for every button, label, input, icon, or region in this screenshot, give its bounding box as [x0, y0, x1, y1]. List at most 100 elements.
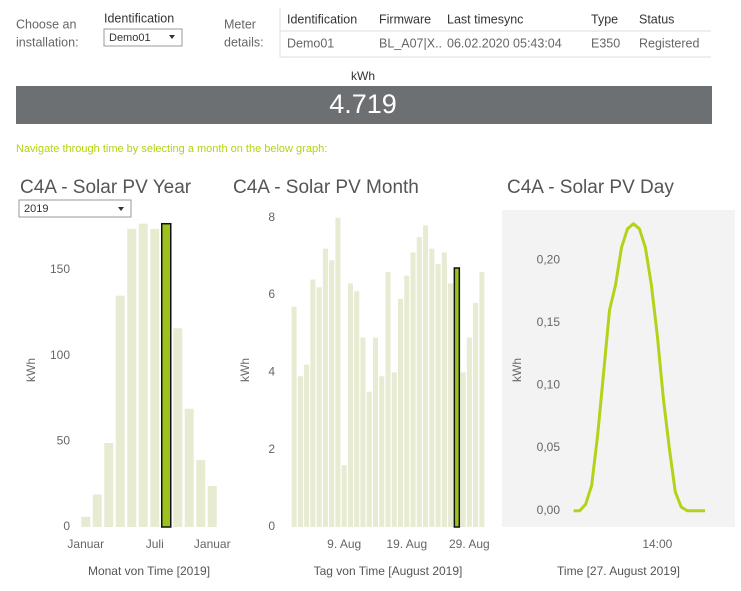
x-tick-label: Juli [146, 537, 164, 551]
bar [466, 337, 472, 527]
x-axis-label: Monat von Time [2019] [88, 564, 210, 578]
bar [341, 465, 347, 527]
bar [304, 364, 310, 527]
bar [379, 376, 385, 527]
bar [329, 260, 335, 527]
bar [391, 372, 397, 527]
bar [410, 252, 416, 527]
dropdown-box[interactable] [103, 28, 183, 47]
dropdown-box[interactable] [18, 199, 132, 218]
chart-title: C4A - Solar PV Month [233, 177, 419, 198]
bar [435, 264, 441, 527]
chart-title: C4A - Solar PV Year [20, 177, 192, 198]
bar [366, 391, 372, 527]
table-cell: 06.02.2020 05:43:04 [447, 36, 562, 50]
y-tick-label: 0,10 [537, 378, 561, 392]
meter-label: details: [224, 35, 264, 49]
y-tick-label: 0 [268, 519, 275, 533]
kpi-value: 4.719 [329, 89, 397, 119]
x-tick-label: Januar [67, 537, 104, 551]
table-cell: E350 [591, 36, 620, 50]
bar [453, 267, 461, 528]
table-header: Firmware [379, 12, 431, 26]
bar [127, 228, 137, 528]
table-header: Status [639, 12, 674, 26]
bar [354, 291, 360, 527]
x-axis-label: Tag von Time [August 2019] [314, 564, 463, 578]
bar [81, 516, 91, 527]
identification-dropdown[interactable]: Demo01 [103, 28, 183, 47]
y-tick-label: 150 [50, 262, 70, 276]
bar [479, 271, 485, 527]
table-cell: BL_A07|X.. [379, 36, 442, 50]
bar [310, 279, 316, 527]
installation-label: Choose an [16, 17, 77, 31]
bar [138, 223, 148, 527]
y-tick-label: 6 [268, 287, 275, 301]
bar [473, 302, 479, 527]
bar [372, 337, 378, 527]
installation-label: installation: [16, 35, 79, 49]
identification-label: Identification [104, 11, 174, 25]
meter-table [279, 8, 711, 58]
table-header: Type [591, 12, 618, 26]
x-tick-label: Januar [194, 537, 231, 551]
bar [423, 225, 429, 527]
dropdown-value[interactable]: Demo01 [109, 32, 151, 44]
bar [316, 287, 322, 527]
chart-title: C4A - Solar PV Day [507, 177, 674, 198]
x-tick-label: 14:00 [642, 537, 672, 551]
kpi-bar [16, 86, 712, 124]
bar [460, 372, 466, 527]
year-dropdown[interactable]: 2019 [18, 199, 132, 218]
bar [416, 237, 422, 527]
bar [184, 408, 194, 527]
y-tick-label: 0,15 [537, 315, 561, 329]
bar [404, 275, 410, 527]
kpi-label: kWh [351, 69, 375, 83]
bar [322, 248, 328, 527]
bar [291, 306, 297, 527]
bar [441, 252, 447, 527]
bar [385, 271, 391, 527]
line [573, 222, 706, 513]
bar [161, 222, 172, 528]
bar [173, 328, 183, 527]
bar [398, 298, 404, 527]
x-tick-label: 29. Aug [449, 537, 490, 551]
bar [207, 485, 217, 527]
y-axis-label: kWh [238, 358, 252, 382]
y-tick-label: 0,20 [537, 252, 561, 266]
meter-label: Meter [224, 17, 256, 31]
dropdown-arrow[interactable] [118, 207, 124, 211]
bar [115, 295, 125, 527]
bar [104, 443, 114, 527]
bar [335, 217, 341, 528]
x-axis-label: Time [27. August 2019] [557, 564, 680, 578]
y-axis-label: kWh [510, 358, 524, 382]
y-tick-label: 0,05 [537, 440, 561, 454]
dropdown-arrow[interactable] [169, 35, 175, 39]
y-tick-label: 8 [268, 210, 275, 224]
bar [196, 460, 206, 527]
bar [92, 494, 102, 527]
bar [448, 283, 454, 527]
y-tick-label: 4 [268, 365, 275, 379]
y-tick-label: 50 [57, 433, 71, 447]
y-tick-label: 100 [50, 348, 70, 362]
y-tick-label: 0 [63, 519, 70, 533]
x-tick-label: 19. Aug [386, 537, 427, 551]
y-tick-label: 0,00 [537, 503, 561, 517]
bar [297, 376, 303, 527]
dropdown-value[interactable]: 2019 [24, 203, 48, 215]
bar [150, 228, 160, 528]
table-cell: Registered [639, 36, 699, 50]
instruction: Navigate through time by selecting a mon… [16, 143, 327, 155]
table-header: Last timesync [447, 12, 523, 26]
bar [360, 337, 366, 527]
x-tick-label: 9. Aug [327, 537, 361, 551]
table-header: Identification [287, 12, 357, 26]
table-cell: Demo01 [287, 36, 334, 50]
bar [429, 248, 435, 527]
